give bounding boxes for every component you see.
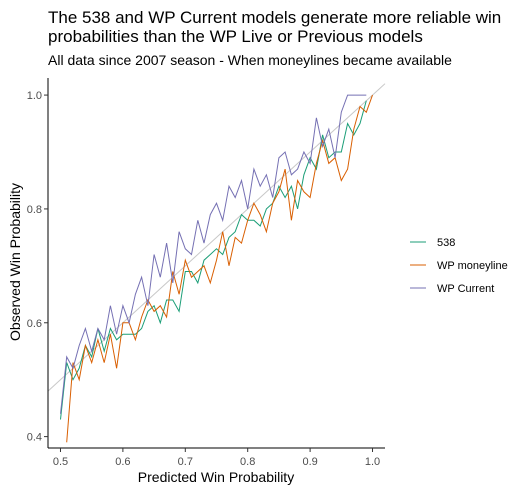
y-tick-label-1: 0.6: [27, 318, 42, 330]
legend-label-1: WP moneyline: [437, 260, 508, 272]
x-axis-title: Predicted Win Probability: [138, 469, 294, 485]
x-tick-label-5: 1.0: [365, 456, 380, 468]
x-tick-label-2: 0.7: [178, 456, 193, 468]
y-tick-label-0: 0.4: [27, 432, 42, 444]
x-tick-label-0: 0.5: [53, 456, 68, 468]
x-ticks: 0.5 0.6 0.7 0.8 0.9 1.0: [53, 448, 380, 468]
series-line-1: [66, 94, 373, 443]
y-ticks: 0.4 0.6 0.8 1.0: [27, 90, 48, 444]
reference-line-layer: [47, 83, 386, 392]
legend-label-0: 538: [437, 237, 455, 249]
y-axis-title: Observed Win Probability: [7, 183, 23, 341]
chart-subtitle: All data since 2007 season - When moneyl…: [48, 52, 452, 68]
y-tick-label-2: 0.8: [27, 204, 42, 216]
series-line-2: [60, 94, 367, 414]
legend: 538 WP moneyline WP Current: [410, 237, 508, 295]
x-tick-label-4: 0.9: [302, 456, 317, 468]
series-layer: [60, 94, 373, 443]
chart-title: The 538 and WP Current models generate m…: [48, 8, 502, 46]
x-tick-label-1: 0.6: [115, 456, 130, 468]
x-tick-label-3: 0.8: [240, 456, 255, 468]
legend-label-2: WP Current: [437, 283, 494, 295]
reference-diagonal-line: [47, 83, 386, 392]
y-tick-label-3: 1.0: [27, 90, 42, 102]
